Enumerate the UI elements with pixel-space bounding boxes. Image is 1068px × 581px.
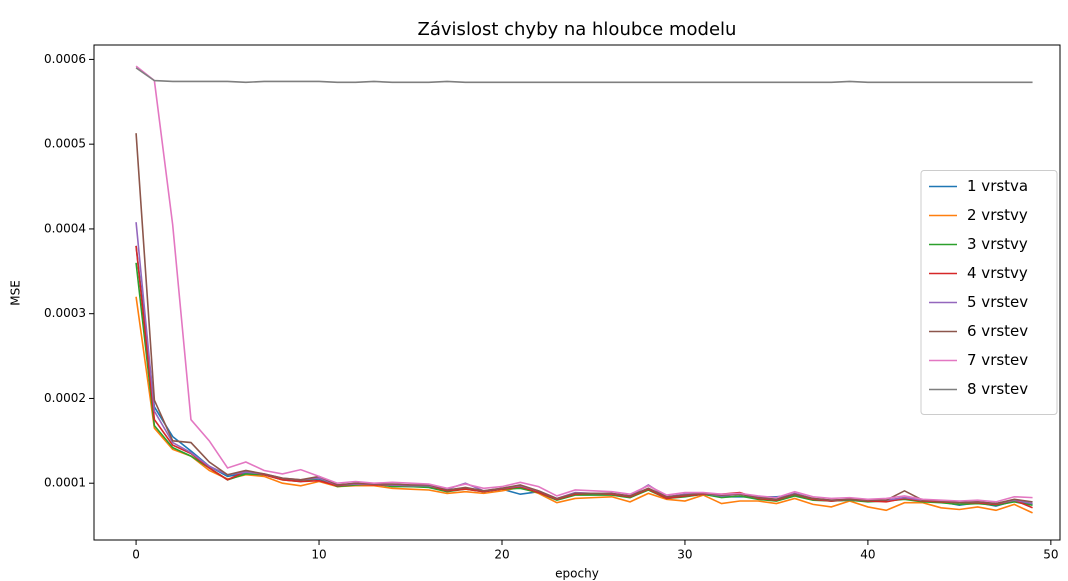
y-tick-label: 0.0004 xyxy=(44,221,86,235)
plot-frame xyxy=(93,44,1061,541)
y-tick-label: 0.0006 xyxy=(44,52,86,66)
y-tick-label: 0.0001 xyxy=(44,476,86,490)
x-tick-label: 20 xyxy=(494,548,509,562)
legend-label: 8 vrstev xyxy=(967,380,1028,398)
series-line xyxy=(135,262,1033,507)
chart-title: Závislost chyby na hloubce modelu xyxy=(418,19,737,40)
legend-label: 2 vrstvy xyxy=(967,206,1028,224)
series-line xyxy=(135,296,1033,514)
y-tick-label: 0.0003 xyxy=(44,306,86,320)
y-tick-label: 0.0002 xyxy=(44,391,86,405)
y-axis-label: MSE xyxy=(9,280,23,306)
legend-box xyxy=(920,170,1058,415)
series-line xyxy=(135,245,1033,507)
x-axis-label: epochy xyxy=(555,567,599,581)
x-tick-label: 50 xyxy=(1043,548,1058,562)
legend-label: 3 vrstvy xyxy=(967,235,1028,253)
series-line xyxy=(135,133,1033,505)
series-line xyxy=(135,67,1033,84)
series-line xyxy=(135,245,1033,509)
x-tick-label: 0 xyxy=(132,548,140,562)
legend-label: 1 vrstva xyxy=(967,177,1028,195)
y-tick-label: 0.0005 xyxy=(44,137,86,151)
legend-label: 4 vrstvy xyxy=(967,264,1028,282)
legend-label: 5 vrstev xyxy=(967,293,1028,311)
x-tick-label: 30 xyxy=(677,548,692,562)
series-line xyxy=(135,222,1033,505)
series-line xyxy=(135,65,1033,503)
legend-label: 7 vrstev xyxy=(967,351,1028,369)
x-tick-label: 10 xyxy=(311,548,326,562)
x-tick-label: 40 xyxy=(860,548,875,562)
legend-label: 6 vrstev xyxy=(967,322,1028,340)
